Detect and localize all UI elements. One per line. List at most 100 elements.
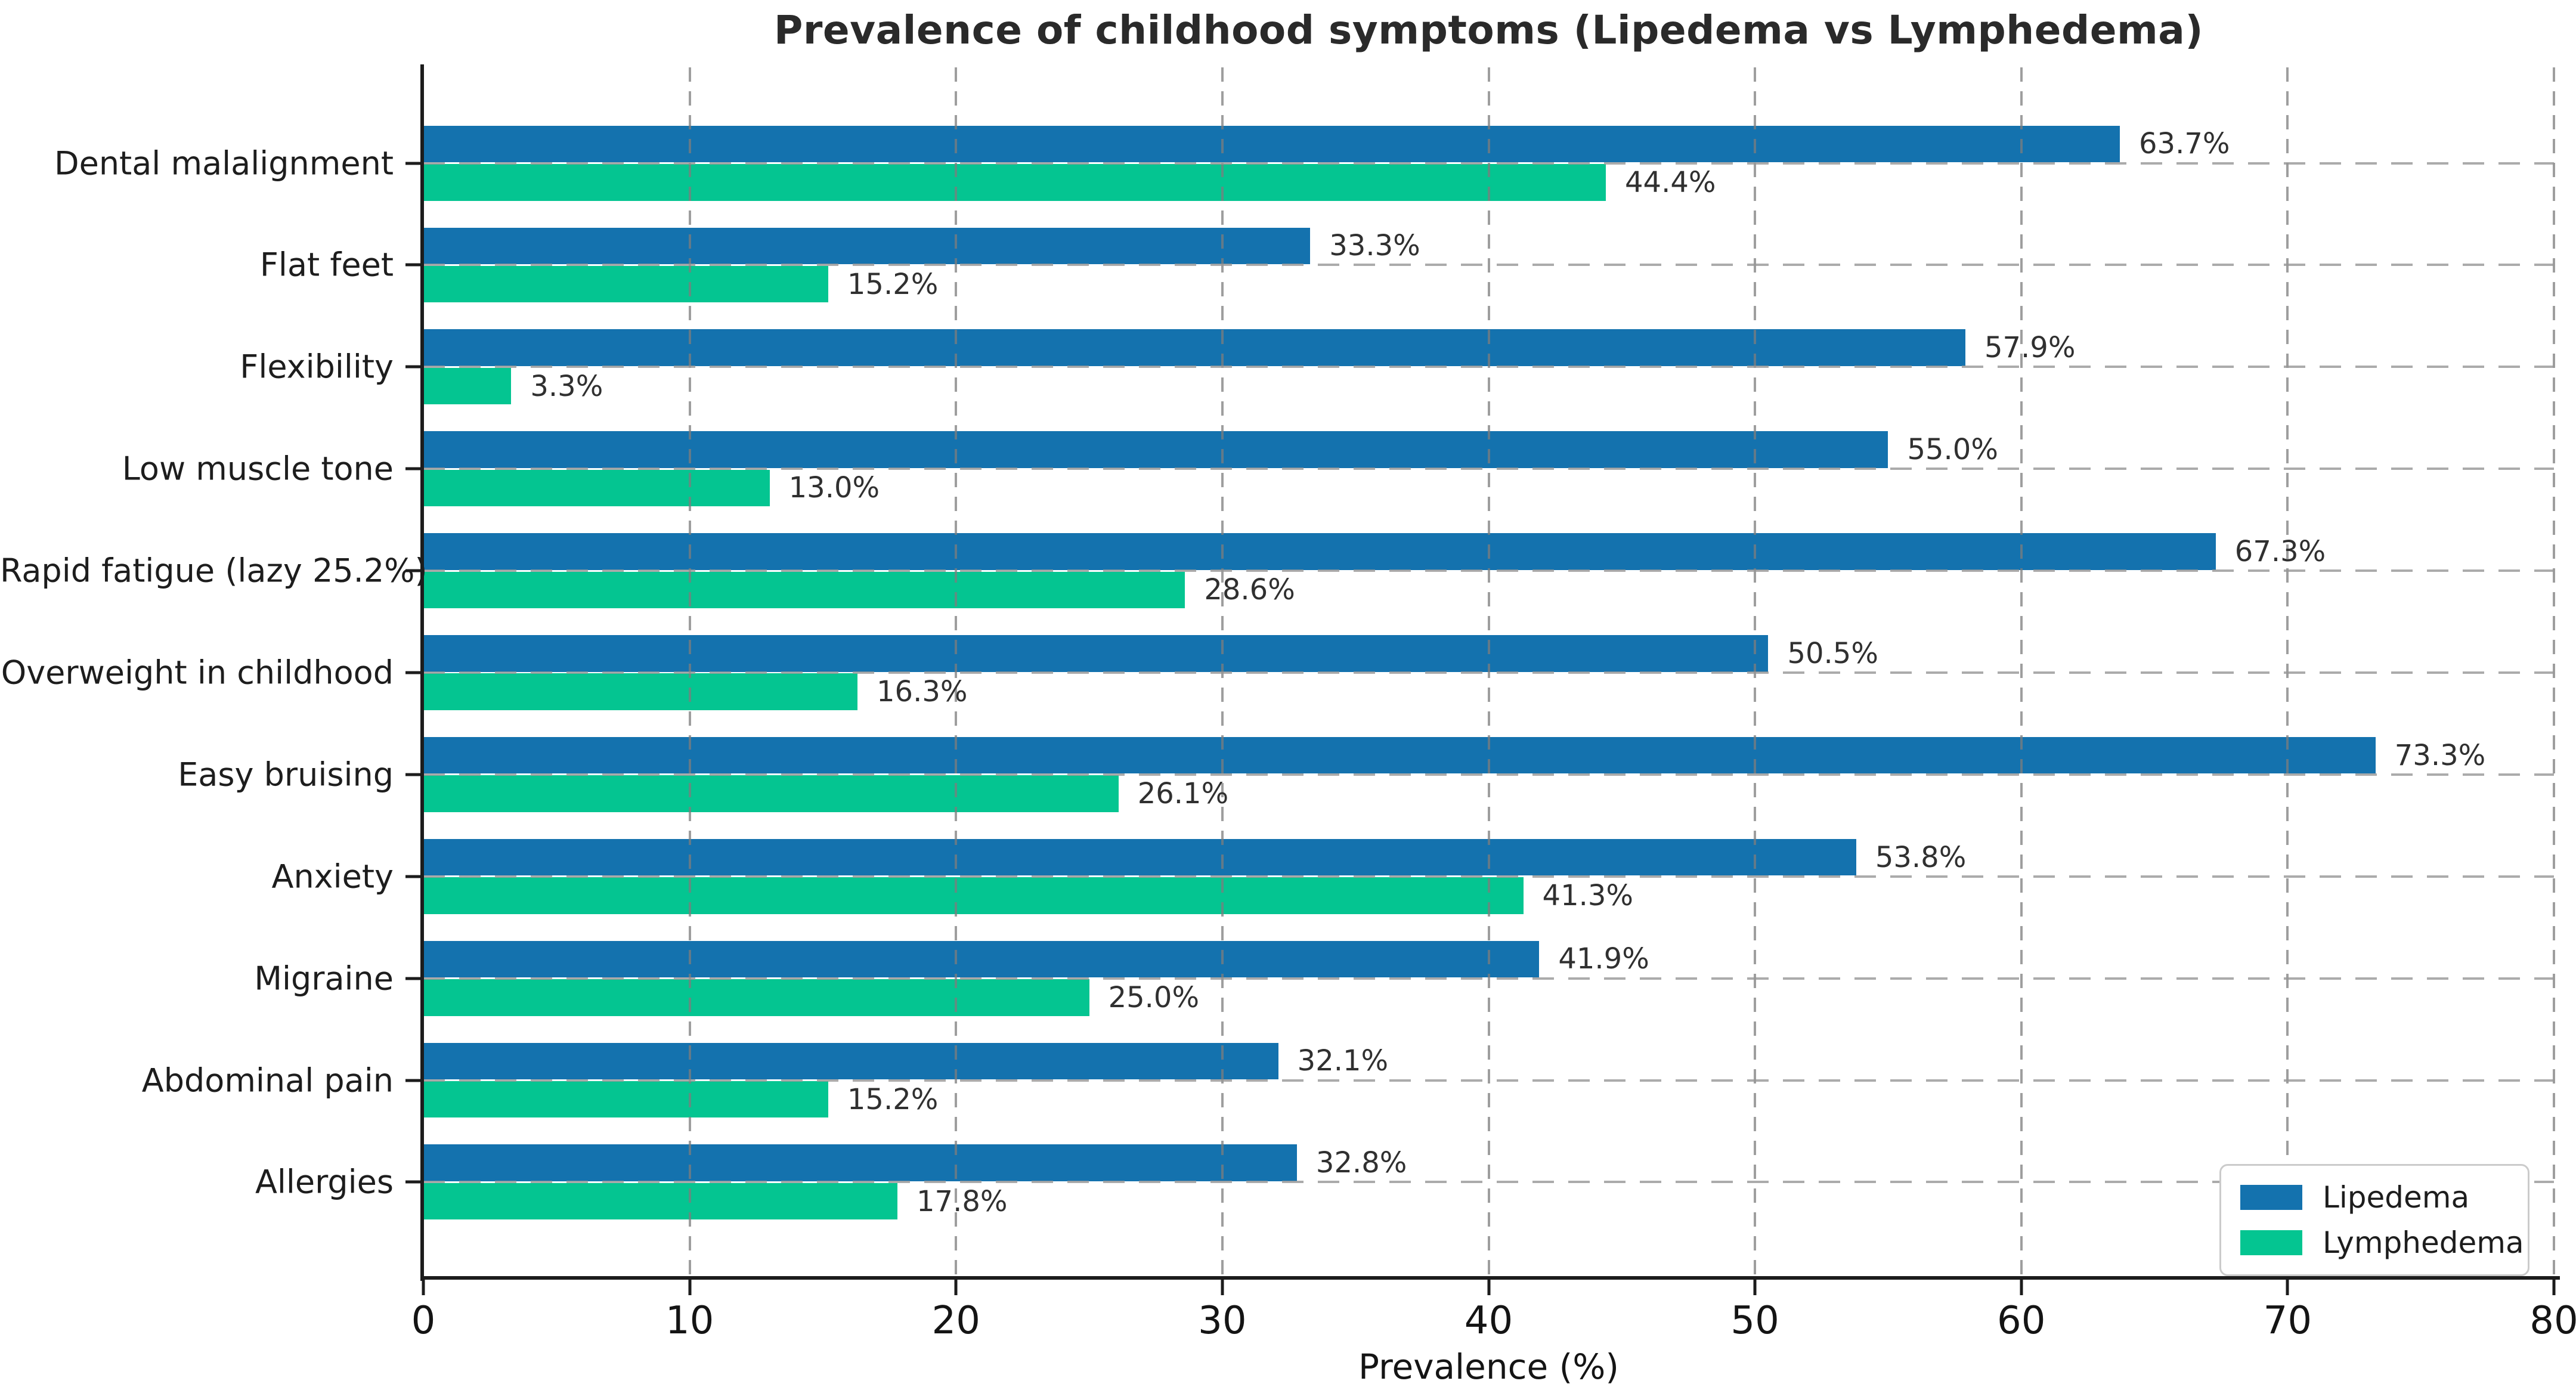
category-label: Overweight in childhood (1, 654, 394, 692)
horizontal-gridline (423, 977, 2554, 980)
value-label-lipedema: 50.5% (1787, 636, 1878, 670)
bar-lymphedema (423, 571, 1185, 609)
bar-lymphedema (423, 265, 828, 303)
legend: Lipedema Lymphedema (2219, 1164, 2529, 1276)
y-tick-mark (405, 263, 423, 267)
bar-lipedema (423, 329, 1965, 366)
x-tick-mark (2552, 1280, 2556, 1295)
x-tick-label: 10 (665, 1299, 714, 1343)
bar-lymphedema (423, 469, 770, 507)
x-axis-spine (420, 1276, 2560, 1280)
x-tick-label: 40 (1464, 1299, 1513, 1343)
value-label-lipedema: 57.9% (1984, 331, 2076, 365)
y-tick-mark (405, 162, 423, 165)
horizontal-gridline (423, 264, 2554, 267)
value-label-lymphedema: 16.3% (876, 675, 968, 709)
x-tick-label: 60 (1997, 1299, 2046, 1343)
horizontal-gridline (423, 1079, 2554, 1082)
x-tick-mark (422, 1280, 425, 1295)
value-label-lymphedema: 13.0% (788, 471, 880, 505)
y-tick-mark (405, 875, 423, 878)
horizontal-gridline (423, 366, 2554, 369)
x-tick-label: 70 (2263, 1299, 2312, 1343)
x-tick-label: 50 (1730, 1299, 1779, 1343)
horizontal-gridline (423, 773, 2554, 776)
value-label-lymphedema: 15.2% (847, 267, 939, 301)
x-tick-mark (2020, 1280, 2023, 1295)
value-label-lymphedema: 25.0% (1108, 980, 1200, 1014)
legend-swatch-lipedema (2240, 1185, 2302, 1210)
value-label-lymphedema: 26.1% (1137, 777, 1229, 811)
x-tick-label: 0 (411, 1299, 436, 1343)
x-tick-mark (2286, 1280, 2289, 1295)
y-tick-mark (405, 569, 423, 572)
y-tick-mark (405, 467, 423, 470)
x-tick-mark (688, 1280, 692, 1295)
category-label: Rapid fatigue (lazy 25.2%) (0, 552, 428, 590)
bar-lipedema (423, 431, 1888, 468)
value-label-lymphedema: 3.3% (530, 369, 603, 403)
x-tick-label: 20 (931, 1299, 980, 1343)
y-tick-mark (405, 1180, 423, 1184)
bar-lymphedema (423, 164, 1606, 201)
category-label: Low muscle tone (122, 450, 394, 488)
legend-swatch-lymphedema (2240, 1230, 2302, 1255)
bar-lipedema (423, 940, 1540, 978)
value-label-lymphedema: 17.8% (916, 1184, 1008, 1218)
y-tick-mark (405, 977, 423, 980)
value-label-lipedema: 32.8% (1315, 1146, 1407, 1180)
legend-label-lipedema: Lipedema (2323, 1180, 2470, 1215)
bar-lymphedema (423, 1182, 897, 1220)
value-label-lipedema: 32.1% (1297, 1044, 1389, 1078)
category-label: Flat feet (259, 246, 394, 284)
value-label-lipedema: 55.0% (1907, 433, 1998, 467)
horizontal-gridline (423, 875, 2554, 878)
legend-label-lymphedema: Lymphedema (2323, 1225, 2524, 1260)
category-label: Allergies (255, 1163, 394, 1201)
bar-lymphedema (423, 1081, 828, 1118)
y-tick-mark (405, 1079, 423, 1082)
horizontal-gridline (423, 162, 2554, 165)
value-label-lipedema: 41.9% (1558, 942, 1649, 976)
x-tick-mark (954, 1280, 958, 1295)
bar-lymphedema (423, 367, 512, 405)
bar-lipedema (423, 838, 1856, 876)
category-label: Abdominal pain (141, 1061, 394, 1099)
bar-lipedema (423, 1042, 1278, 1080)
bar-lipedema (423, 736, 2376, 774)
value-label-lymphedema: 15.2% (847, 1082, 939, 1116)
value-label-lymphedema: 28.6% (1204, 573, 1295, 607)
x-tick-mark (1221, 1280, 1224, 1295)
bar-lipedema (423, 1144, 1297, 1181)
x-tick-label: 30 (1198, 1299, 1247, 1343)
horizontal-gridline (423, 468, 2554, 470)
bar-lipedema (423, 533, 2216, 570)
bar-lymphedema (423, 877, 1524, 914)
value-label-lipedema: 73.3% (2394, 738, 2486, 772)
category-label: Anxiety (271, 857, 394, 896)
value-label-lipedema: 63.7% (2139, 127, 2230, 161)
horizontal-gridline (423, 671, 2554, 674)
legend-item-lipedema: Lipedema (2240, 1180, 2510, 1215)
bar-lipedema (423, 635, 1769, 672)
x-axis-label: Prevalence (%) (1358, 1346, 1619, 1387)
category-label: Dental malalignment (54, 144, 394, 182)
x-tick-mark (1753, 1280, 1757, 1295)
category-label: Easy bruising (178, 756, 394, 794)
value-label-lipedema: 33.3% (1329, 229, 1420, 263)
x-tick-label: 80 (2529, 1299, 2576, 1343)
horizontal-gridline (423, 569, 2554, 572)
category-label: Flexibility (240, 348, 394, 386)
bar-lymphedema (423, 775, 1119, 812)
value-label-lymphedema: 44.4% (1625, 165, 1716, 199)
x-tick-mark (1487, 1280, 1490, 1295)
bar-lymphedema (423, 673, 857, 710)
bar-lipedema (423, 227, 1311, 265)
bar-lymphedema (423, 979, 1089, 1016)
y-tick-mark (405, 773, 423, 776)
value-label-lymphedema: 41.3% (1542, 878, 1634, 912)
value-label-lipedema: 53.8% (1875, 840, 1967, 874)
y-tick-mark (405, 365, 423, 369)
legend-item-lymphedema: Lymphedema (2240, 1225, 2524, 1260)
